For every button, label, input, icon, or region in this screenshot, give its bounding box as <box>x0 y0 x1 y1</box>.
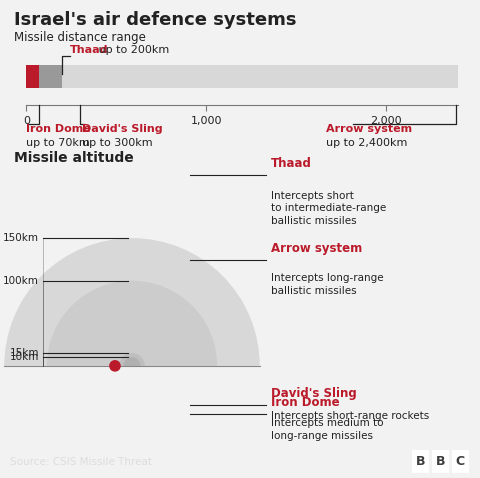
Text: 150km: 150km <box>3 233 39 243</box>
Text: David's Sling: David's Sling <box>82 124 162 134</box>
Text: 100km: 100km <box>3 276 39 286</box>
Bar <box>26 65 39 88</box>
Bar <box>452 450 469 473</box>
Text: B: B <box>436 455 445 468</box>
Text: Iron Dome: Iron Dome <box>271 396 340 409</box>
Text: Intercepts short
to intermediate-range
ballistic missiles: Intercepts short to intermediate-range b… <box>271 191 386 226</box>
Text: Intercepts short-range rockets: Intercepts short-range rockets <box>271 412 430 422</box>
Wedge shape <box>4 238 260 366</box>
Wedge shape <box>123 358 141 366</box>
Text: Missile altitude: Missile altitude <box>14 151 134 164</box>
Text: Thaad: Thaad <box>70 45 108 55</box>
Text: Missile distance range: Missile distance range <box>14 31 146 43</box>
Text: Israel's air defence systems: Israel's air defence systems <box>14 11 297 29</box>
Text: Iron Dome: Iron Dome <box>26 124 91 134</box>
Bar <box>39 65 62 88</box>
Text: Intercepts long-range
ballistic missiles: Intercepts long-range ballistic missiles <box>271 273 384 296</box>
Bar <box>412 450 429 473</box>
Text: up to 2,400km: up to 2,400km <box>326 138 408 148</box>
Text: up to 70km: up to 70km <box>26 138 90 148</box>
Text: Intercepts medium to
long-range missiles: Intercepts medium to long-range missiles <box>271 418 384 441</box>
Text: David's Sling: David's Sling <box>271 388 357 401</box>
Text: C: C <box>456 455 465 468</box>
Text: up to 300km: up to 300km <box>82 138 152 148</box>
Circle shape <box>110 361 120 371</box>
Text: Source: CSIS Missile Threat: Source: CSIS Missile Threat <box>10 457 152 467</box>
Wedge shape <box>119 353 145 366</box>
Text: 15km: 15km <box>10 348 39 358</box>
Text: Arrow system: Arrow system <box>326 124 412 134</box>
Wedge shape <box>47 281 217 366</box>
Text: Arrow system: Arrow system <box>271 242 362 255</box>
Text: Thaad: Thaad <box>271 157 312 170</box>
Text: 10km: 10km <box>10 352 39 362</box>
Bar <box>432 450 449 473</box>
Text: up to 200km: up to 200km <box>95 45 169 55</box>
Text: B: B <box>416 455 425 468</box>
